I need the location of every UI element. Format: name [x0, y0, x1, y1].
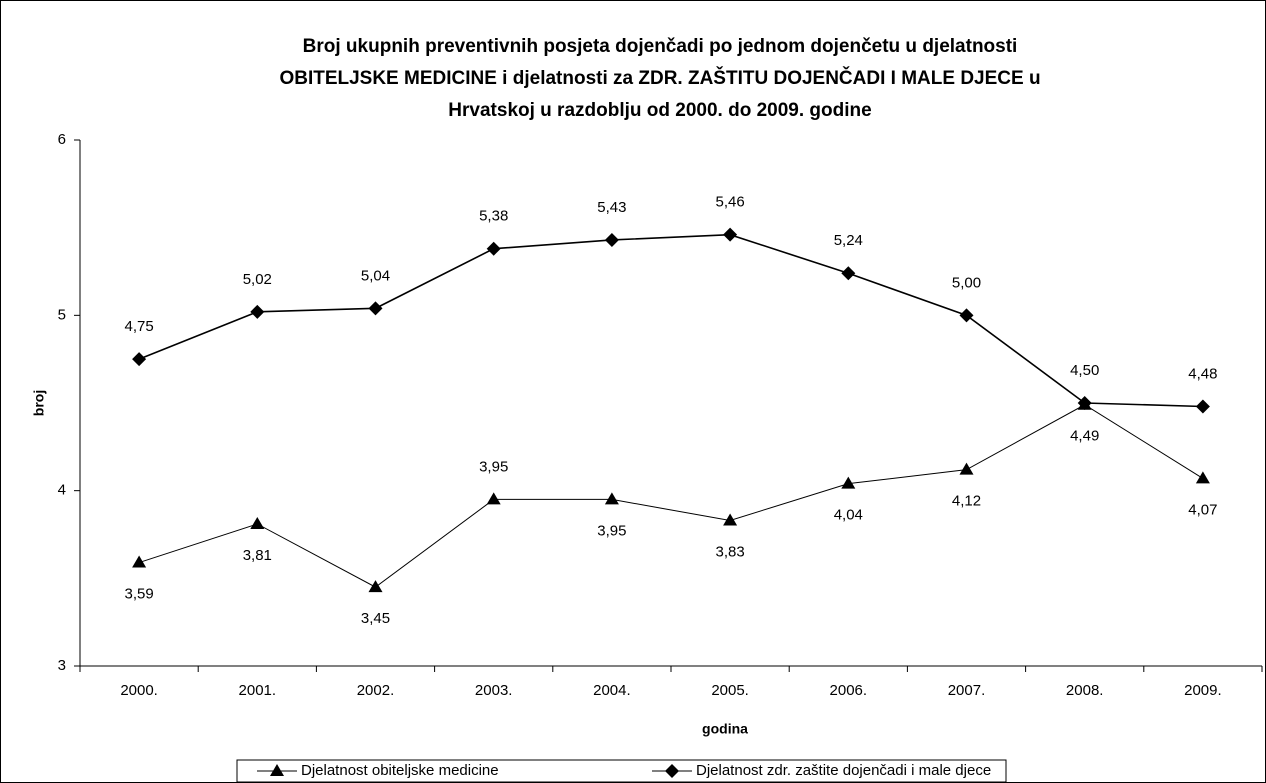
- x-tick-label: 2006.: [830, 682, 868, 699]
- chart-title: Broj ukupnih preventivnih posjeta dojenč…: [303, 36, 1018, 57]
- data-label: 3,45: [361, 610, 390, 627]
- data-label: 5,00: [952, 274, 981, 291]
- chart-title: Hrvatskoj u razdoblju od 2000. do 2009. …: [448, 100, 871, 121]
- x-axis-title: godina: [702, 721, 748, 737]
- x-tick-label: 2008.: [1066, 682, 1104, 699]
- x-tick-label: 2005.: [711, 682, 749, 699]
- data-label: 3,81: [243, 547, 272, 564]
- y-tick-label: 6: [58, 131, 66, 148]
- data-label: 5,24: [834, 232, 863, 249]
- data-label: 5,38: [479, 208, 508, 225]
- x-tick-label: 2002.: [357, 682, 395, 699]
- point: [1077, 396, 1092, 410]
- x-tick-label: 2000.: [120, 682, 158, 699]
- y-axis-title: broj: [31, 390, 47, 416]
- data-label: 4,12: [952, 493, 981, 510]
- point: [250, 304, 265, 319]
- point: [841, 476, 856, 489]
- point: [368, 580, 383, 593]
- y-tick-label: 3: [58, 657, 66, 674]
- legend-box: [236, 759, 1007, 783]
- data-label: 3,83: [715, 543, 744, 560]
- x-tick-label: 2004.: [593, 682, 631, 699]
- point: [132, 352, 147, 367]
- x-tick-label: 2001.: [239, 682, 277, 699]
- data-label: 4,75: [124, 318, 153, 335]
- legend-marker: [270, 764, 284, 776]
- point: [250, 516, 265, 529]
- data-label: 3,95: [479, 458, 508, 475]
- data-label: 5,43: [597, 199, 626, 216]
- y-tick-label: 5: [58, 306, 66, 323]
- data-label: 5,02: [243, 271, 272, 288]
- data-label: 5,46: [715, 194, 744, 211]
- chart-title: OBITELJSKE MEDICINE i djelatnosti za ZDR…: [279, 67, 1040, 89]
- data-label: 4,50: [1070, 362, 1099, 379]
- point: [723, 227, 738, 242]
- data-label: 3,95: [597, 522, 626, 539]
- series-line: [138, 233, 1203, 408]
- point: [841, 266, 856, 281]
- legend-marker: [665, 764, 679, 778]
- point: [959, 308, 974, 323]
- point: [723, 513, 738, 526]
- point: [959, 462, 974, 475]
- data-label: 4,04: [834, 507, 863, 524]
- point: [486, 492, 501, 505]
- point: [1195, 399, 1210, 414]
- point: [486, 241, 501, 256]
- y-tick-label: 4: [58, 482, 66, 499]
- point: [368, 301, 383, 316]
- x-tick-label: 2003.: [475, 682, 513, 699]
- data-label: 4,07: [1188, 501, 1217, 518]
- point: [1195, 471, 1210, 484]
- data-label: 3,59: [124, 586, 153, 603]
- x-tick-label: 2009.: [1184, 682, 1222, 699]
- legend-label: Djelatnost zdr. zaštite dojenčadi i male…: [696, 762, 991, 779]
- x-tick-label: 2007.: [948, 682, 986, 699]
- data-label: 4,49: [1070, 428, 1099, 445]
- legend-label: Djelatnost obiteljske medicine: [301, 762, 499, 779]
- data-label: 4,48: [1188, 365, 1217, 382]
- point: [604, 232, 619, 247]
- data-label: 5,04: [361, 267, 390, 284]
- point: [604, 492, 619, 505]
- series-line: [138, 404, 1204, 588]
- point: [132, 555, 147, 568]
